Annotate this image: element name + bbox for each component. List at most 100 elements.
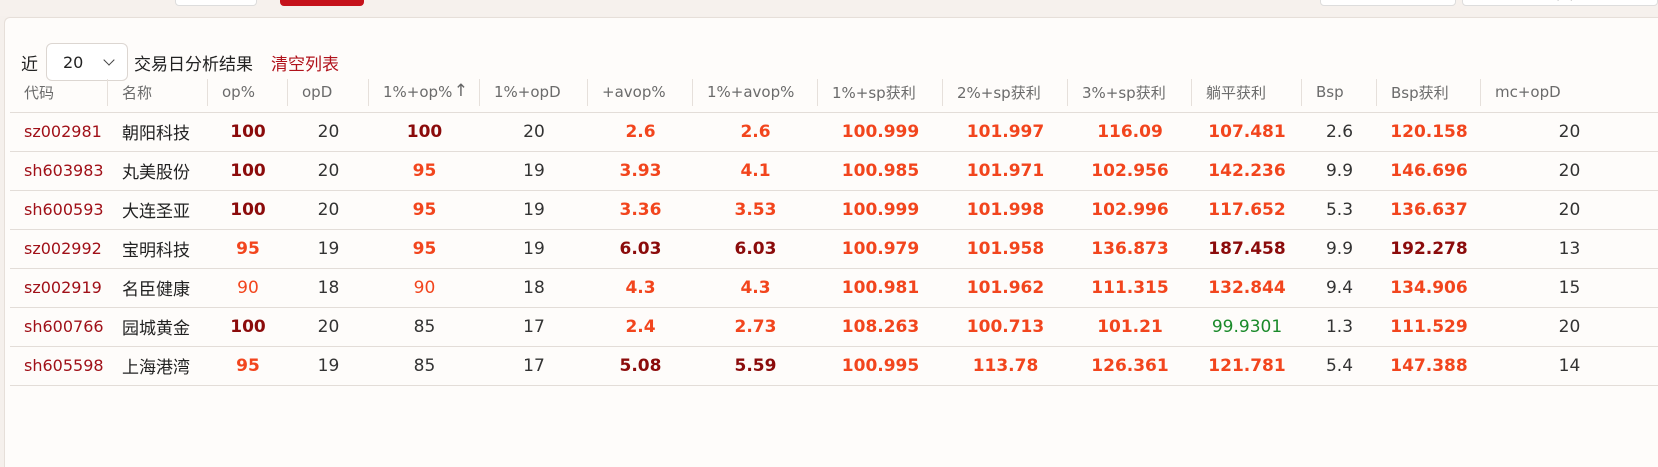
column-resize-divider[interactable] <box>587 79 588 106</box>
stock-code-cell[interactable]: sh600593 <box>10 190 108 230</box>
table-cell: 100 <box>208 190 288 230</box>
table-cell: 85 <box>369 307 480 347</box>
stock-code-cell[interactable]: sz002919 <box>10 268 108 308</box>
table-cell: 99.9301 <box>1192 307 1302 347</box>
stock-name-cell: 丸美股份 <box>108 151 208 191</box>
table-cell: 100.981 <box>818 268 943 308</box>
table-cell: 19 <box>480 190 588 230</box>
column-header[interactable]: 1%+sp获利 <box>818 73 943 113</box>
column-resize-divider[interactable] <box>817 79 818 106</box>
column-header-label: 代码 <box>24 83 55 102</box>
table-cell: 100 <box>208 307 288 347</box>
stock-code-cell[interactable]: sh600766 <box>10 307 108 347</box>
column-header[interactable]: 名称 <box>108 73 208 113</box>
table-cell: 2.73 <box>693 307 818 347</box>
column-resize-divider[interactable] <box>287 79 288 106</box>
table-cell: 20 <box>1481 190 1658 230</box>
column-resize-divider[interactable] <box>207 79 208 106</box>
table-cell: 100.999 <box>818 112 943 152</box>
table-row[interactable]: sh603983 丸美股份 100 20 95 19 3.93 4.1 100.985 101.9… <box>10 151 1658 191</box>
table-cell: 147.388 <box>1377 346 1481 386</box>
stock-code-cell[interactable]: sh605598 <box>10 346 108 386</box>
column-header[interactable]: 2%+sp获利 <box>943 73 1068 113</box>
column-header-label: mc+opD <box>1495 83 1561 102</box>
table-cell: 101.971 <box>943 151 1068 191</box>
table-cell: 5.08 <box>588 346 693 386</box>
column-header[interactable]: 代码 <box>10 73 108 113</box>
table-cell: 20 <box>480 112 588 152</box>
table-cell: 116.09 <box>1068 112 1192 152</box>
column-header-label: 名称 <box>122 83 153 102</box>
column-resize-divider[interactable] <box>368 79 369 106</box>
column-resize-divider[interactable] <box>1376 79 1377 106</box>
table-cell: 142.236 <box>1192 151 1302 191</box>
column-header[interactable]: 躺平获利 <box>1192 73 1302 113</box>
table-cell: 19 <box>480 151 588 191</box>
table-cell: 100.713 <box>943 307 1068 347</box>
column-header[interactable]: Bsp获利 <box>1377 73 1481 113</box>
sort-ascending-icon[interactable]: ↑ <box>453 81 468 101</box>
column-header-label: 躺平获利 <box>1206 83 1267 102</box>
column-header[interactable]: 1%+avop% <box>693 73 818 113</box>
table-cell: 95 <box>369 190 480 230</box>
table-cell: 20 <box>1481 151 1658 191</box>
table-cell: 2.6 <box>588 112 693 152</box>
column-header[interactable]: 1%+opD <box>480 73 588 113</box>
column-resize-divider[interactable] <box>942 79 943 106</box>
column-resize-divider[interactable] <box>1191 79 1192 106</box>
table-row[interactable]: sh600766 园城黄金 100 20 85 17 2.4 2.73 108.263 100.7… <box>10 307 1658 347</box>
table-cell: 101.21 <box>1068 307 1192 347</box>
column-header[interactable]: Bsp <box>1302 73 1377 113</box>
table-cell: 100.999 <box>818 190 943 230</box>
table-cell: 101.998 <box>943 190 1068 230</box>
stock-code-cell[interactable]: sz002981 <box>10 112 108 152</box>
stock-code-cell[interactable]: sz002992 <box>10 229 108 269</box>
stock-name-cell: 朝阳科技 <box>108 112 208 152</box>
stock-code-cell[interactable]: sh603983 <box>10 151 108 191</box>
table-cell: 9.9 <box>1302 151 1377 191</box>
top-button-secondary[interactable] <box>175 0 257 6</box>
table-cell: 3.53 <box>693 190 818 230</box>
top-input-2[interactable]: 100025UUT/T/TKAAA <box>1462 0 1658 6</box>
column-header-label: Bsp获利 <box>1391 83 1449 102</box>
stock-name-cell: 宝明科技 <box>108 229 208 269</box>
top-button-primary[interactable] <box>280 0 364 6</box>
column-header[interactable]: 3%+sp获利 <box>1068 73 1192 113</box>
column-header[interactable]: op% <box>208 73 288 113</box>
table-cell: 19 <box>480 229 588 269</box>
stock-name-cell: 上海港湾 <box>108 346 208 386</box>
table-cell: 18 <box>288 268 369 308</box>
column-resize-divider[interactable] <box>1480 79 1481 106</box>
table-row[interactable]: sh600593 大连圣亚 100 20 95 19 3.36 3.53 100.999 101.… <box>10 190 1658 230</box>
table-row[interactable]: sz002992 宝明科技 95 19 95 19 6.03 6.03 100.979 101.9… <box>10 229 1658 269</box>
top-input-1[interactable] <box>1320 0 1456 6</box>
table-cell: 20 <box>288 112 369 152</box>
table-cell: 19 <box>288 229 369 269</box>
table-cell: 108.263 <box>818 307 943 347</box>
table-cell: 136.637 <box>1377 190 1481 230</box>
column-header[interactable]: mc+opD <box>1481 73 1658 113</box>
column-header[interactable]: 1%+op% ↑ <box>369 73 480 113</box>
column-header[interactable]: opD <box>288 73 369 113</box>
table-header-row: 代码 名称 op% opD 1%+op% ↑ 1%+opD +avop% 1%+avop% 1%+… <box>10 73 1658 113</box>
table-cell: 100 <box>208 151 288 191</box>
table-cell: 111.315 <box>1068 268 1192 308</box>
table-cell: 15 <box>1481 268 1658 308</box>
table-row[interactable]: sz002981 朝阳科技 100 20 100 20 2.6 2.6 100.999 101.9… <box>10 112 1658 152</box>
clear-list-link[interactable]: 清空列表 <box>271 54 339 75</box>
column-header-label: opD <box>302 83 333 102</box>
table-cell: 102.956 <box>1068 151 1192 191</box>
column-resize-divider[interactable] <box>1067 79 1068 106</box>
column-header[interactable]: +avop% <box>588 73 693 113</box>
table-row[interactable]: sz002919 名臣健康 90 18 90 18 4.3 4.3 100.981 101.962… <box>10 268 1658 308</box>
column-resize-divider[interactable] <box>479 79 480 106</box>
table-cell: 4.1 <box>693 151 818 191</box>
table-cell: 3.93 <box>588 151 693 191</box>
column-header-label: 1%+sp获利 <box>832 83 916 102</box>
table-cell: 13 <box>1481 229 1658 269</box>
column-resize-divider[interactable] <box>107 79 108 106</box>
table-cell: 134.906 <box>1377 268 1481 308</box>
table-row[interactable]: sh605598 上海港湾 95 19 85 17 5.08 5.59 100.995 113.7… <box>10 346 1658 386</box>
column-resize-divider[interactable] <box>1301 79 1302 106</box>
column-resize-divider[interactable] <box>692 79 693 106</box>
